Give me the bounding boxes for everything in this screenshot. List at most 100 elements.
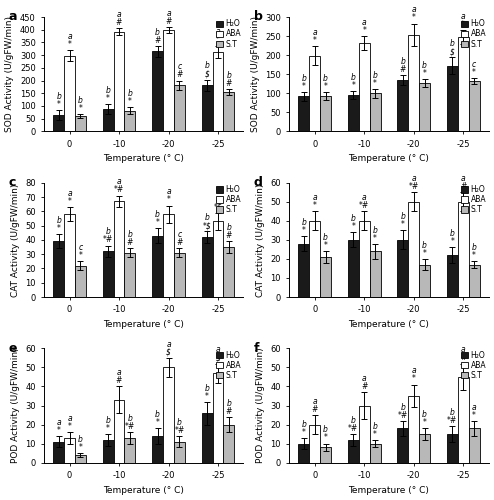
Text: a: a — [362, 18, 367, 27]
Text: a: a — [56, 418, 61, 427]
Bar — [370, 444, 380, 462]
Text: *: * — [57, 224, 61, 233]
Text: #: # — [460, 182, 466, 191]
Text: c: c — [177, 230, 181, 239]
Text: b: b — [422, 241, 427, 250]
Text: a: a — [412, 6, 416, 15]
Bar — [53, 242, 64, 297]
Text: *: * — [166, 196, 170, 204]
Text: b: b — [226, 71, 231, 80]
Bar — [348, 440, 359, 462]
Text: *#: *# — [125, 422, 135, 431]
Text: #: # — [460, 354, 466, 362]
Text: *: * — [401, 220, 405, 229]
Bar — [212, 222, 223, 297]
Text: *#: *# — [409, 182, 419, 191]
Bar — [458, 38, 469, 132]
Text: *: * — [313, 36, 317, 46]
Bar — [419, 83, 430, 132]
Text: *: * — [461, 20, 465, 30]
Text: $: $ — [215, 354, 220, 362]
Text: b: b — [450, 230, 455, 238]
Y-axis label: POD Activity (U/gFW/min): POD Activity (U/gFW/min) — [11, 348, 20, 464]
Bar — [397, 80, 408, 132]
Bar — [469, 264, 480, 297]
Text: b: b — [205, 62, 209, 70]
Text: b: b — [127, 88, 132, 98]
Bar — [320, 257, 331, 297]
Bar — [298, 244, 309, 297]
X-axis label: Temperature (° C): Temperature (° C) — [103, 154, 184, 164]
Text: *: * — [79, 251, 82, 260]
Text: d: d — [253, 176, 262, 189]
Text: *: * — [57, 100, 61, 108]
Text: a: a — [117, 10, 122, 20]
Text: *: * — [472, 410, 476, 420]
Text: *: * — [423, 418, 426, 428]
Bar — [124, 110, 135, 132]
Text: a: a — [166, 9, 171, 18]
Text: b: b — [253, 10, 262, 23]
Text: b: b — [372, 70, 377, 80]
Text: *: * — [156, 218, 160, 228]
Text: b: b — [205, 384, 209, 392]
Text: b: b — [226, 399, 231, 408]
Text: b: b — [301, 420, 306, 429]
X-axis label: Temperature (° C): Temperature (° C) — [103, 486, 184, 494]
Text: b: b — [323, 74, 328, 83]
Bar — [359, 221, 370, 297]
Text: *: * — [451, 238, 454, 246]
Text: *: * — [472, 68, 476, 76]
Text: #: # — [312, 405, 318, 414]
Text: b: b — [422, 410, 427, 420]
Text: c: c — [177, 62, 181, 72]
Bar — [53, 115, 64, 132]
Text: *$: *$ — [213, 202, 222, 211]
Text: $: $ — [205, 70, 209, 78]
Text: *: * — [373, 78, 377, 88]
Text: a: a — [412, 174, 416, 183]
Text: #: # — [165, 17, 172, 26]
Text: a: a — [8, 10, 17, 23]
Legend: H₂O, ABA, S.T: H₂O, ABA, S.T — [460, 18, 487, 50]
Bar — [397, 240, 408, 297]
Bar — [64, 56, 75, 132]
Text: a: a — [216, 194, 220, 203]
Text: #: # — [116, 376, 122, 386]
Text: b: b — [226, 223, 231, 232]
Text: a: a — [166, 340, 171, 349]
Text: a: a — [362, 374, 367, 383]
Text: b: b — [351, 416, 356, 425]
Text: b: b — [351, 73, 356, 82]
Text: b: b — [78, 96, 83, 105]
Text: a: a — [67, 414, 72, 423]
Text: a: a — [67, 32, 72, 41]
Text: *: * — [106, 424, 110, 433]
Bar — [152, 436, 163, 462]
Text: b: b — [351, 214, 356, 223]
Text: a: a — [412, 366, 416, 376]
Text: *#: *# — [348, 424, 359, 433]
Text: a: a — [117, 178, 122, 186]
Y-axis label: SOD Activity (U/gFW/min): SOD Activity (U/gFW/min) — [250, 16, 260, 132]
Text: *: * — [57, 426, 61, 435]
Bar — [359, 406, 370, 462]
Legend: H₂O, ABA, S.T: H₂O, ABA, S.T — [460, 350, 487, 380]
Bar — [397, 428, 408, 462]
Bar — [419, 264, 430, 297]
Text: b: b — [472, 242, 477, 252]
Bar — [64, 214, 75, 297]
Bar — [124, 252, 135, 297]
Text: a: a — [312, 193, 317, 202]
Bar — [212, 373, 223, 462]
Legend: H₂O, ABA, S.T: H₂O, ABA, S.T — [215, 350, 242, 380]
Bar — [408, 35, 419, 132]
Text: *: * — [373, 430, 377, 438]
Bar — [114, 32, 124, 132]
Bar — [447, 255, 458, 297]
Text: b: b — [106, 416, 111, 425]
Legend: H₂O, ABA, S.T: H₂O, ABA, S.T — [460, 184, 487, 215]
Text: a: a — [312, 397, 317, 406]
Text: *: * — [79, 443, 82, 452]
Bar — [202, 85, 212, 132]
